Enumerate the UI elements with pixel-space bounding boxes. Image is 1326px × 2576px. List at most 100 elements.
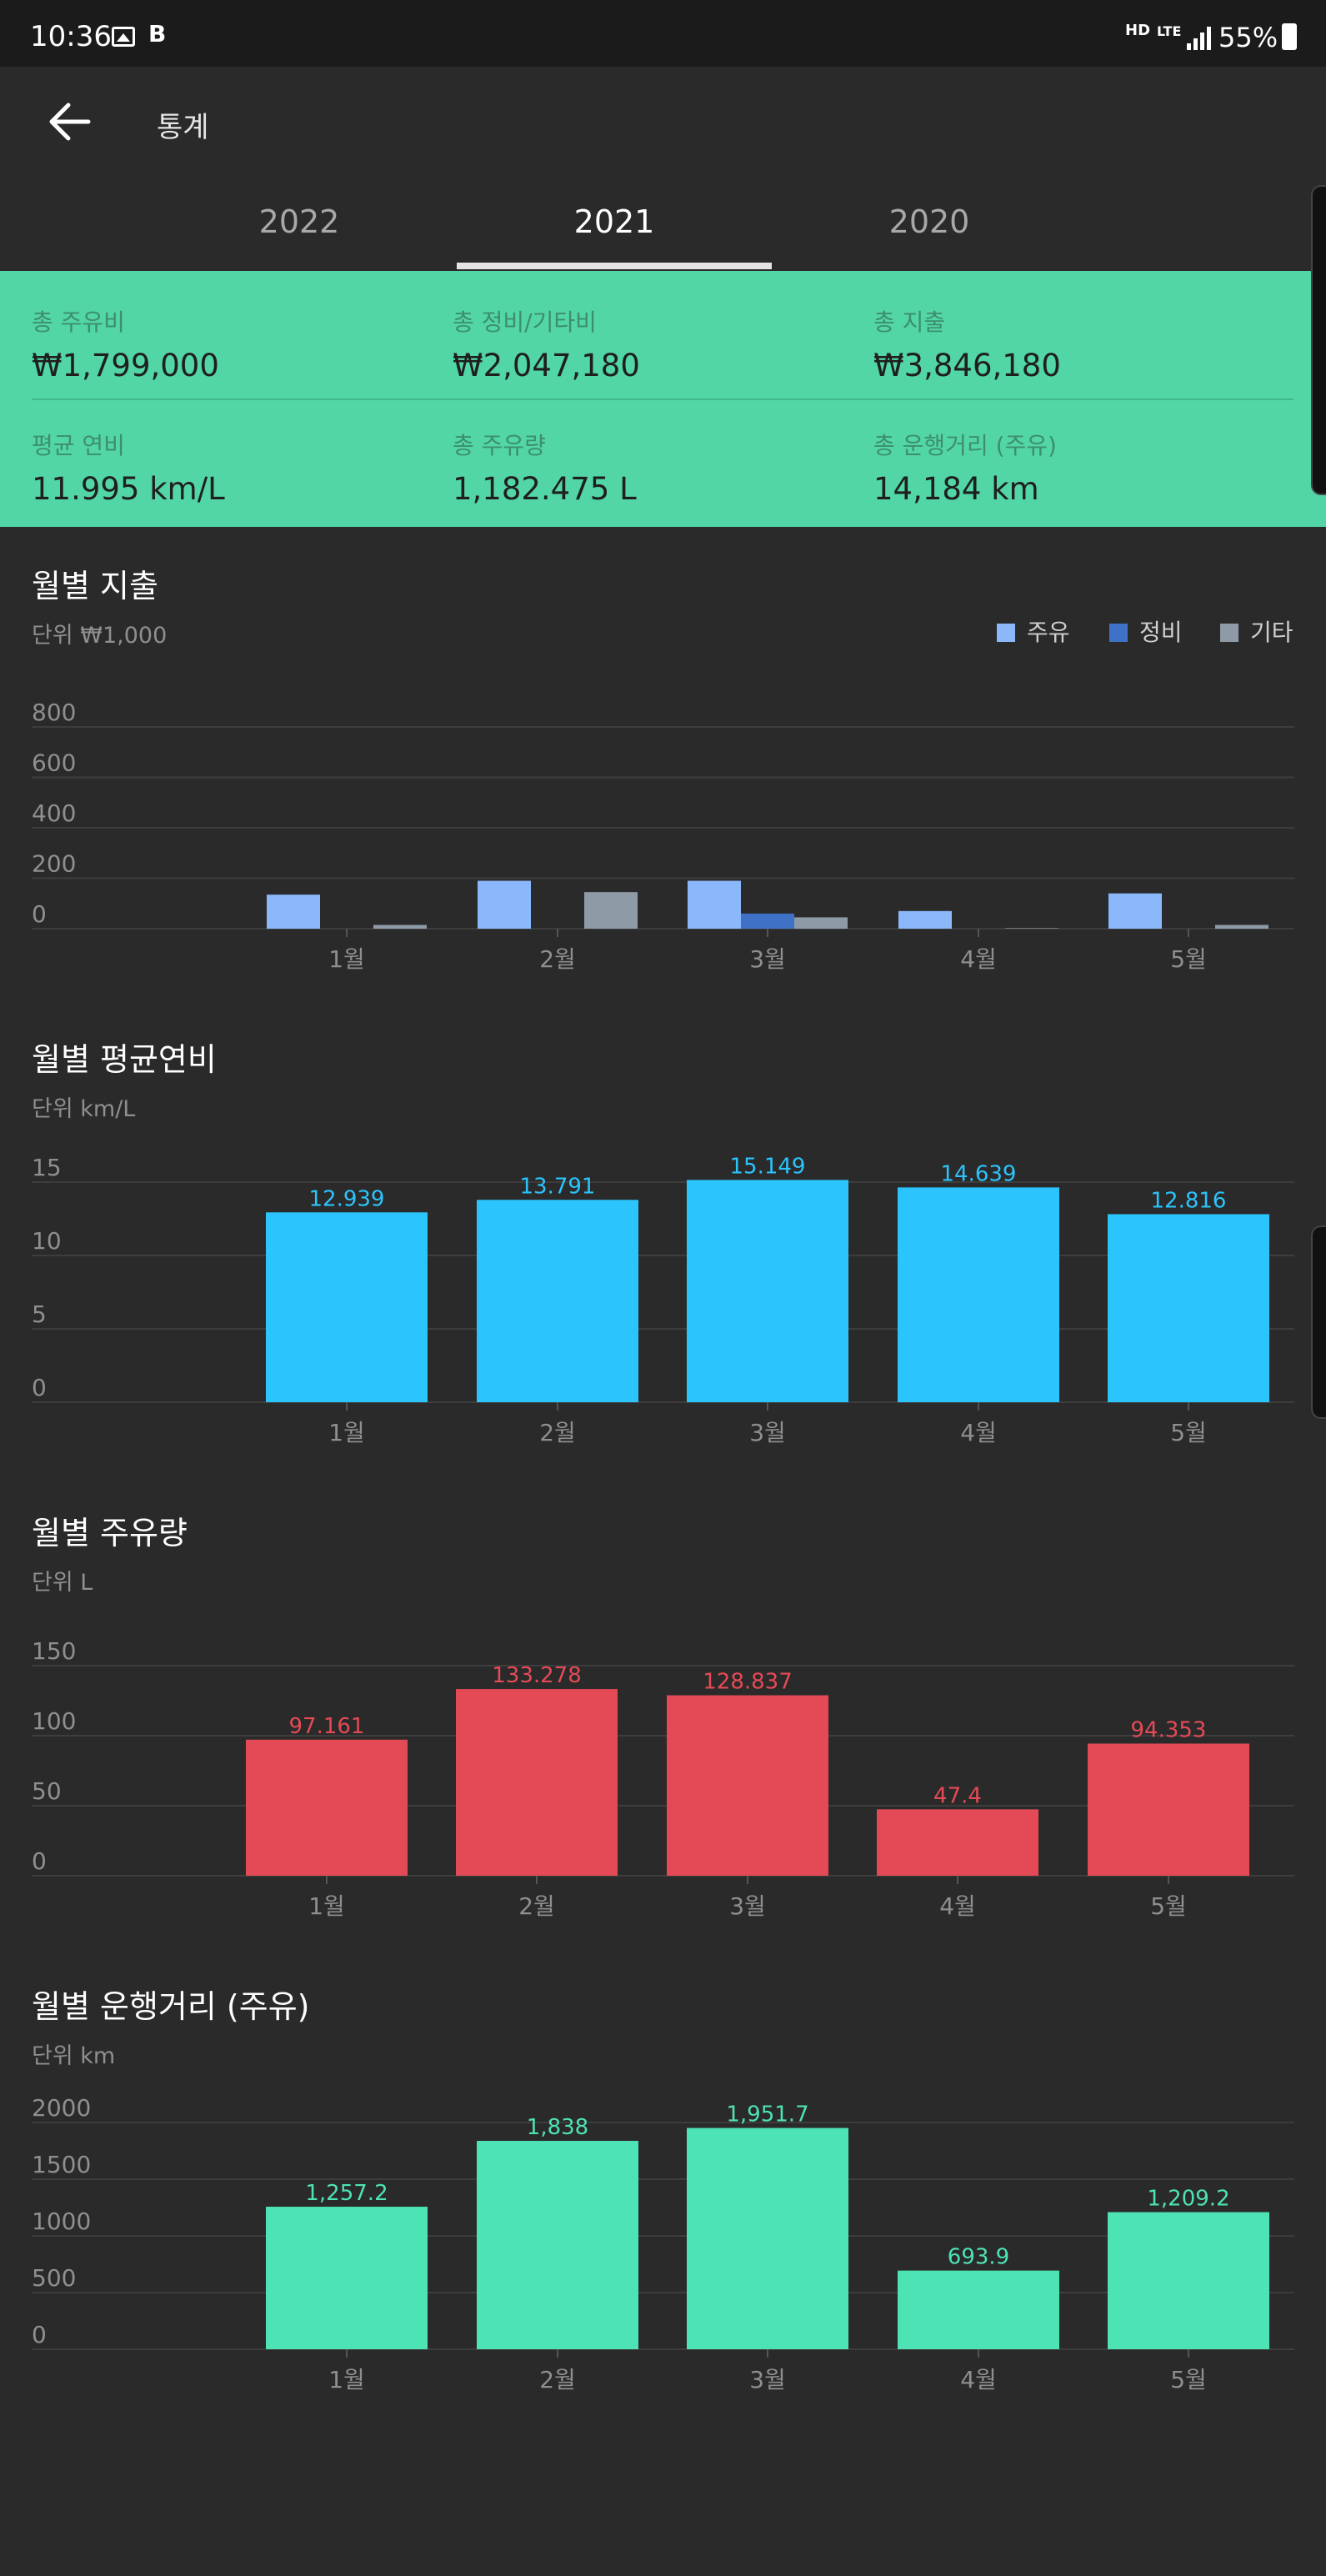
x-tick-label: 5월 [1170,2366,1207,2393]
section-unit: 단위 km/L [32,1096,136,1122]
y-tick-label: 0 [32,900,47,928]
battery-percent: 55% [1218,22,1278,53]
tab-2020[interactable]: 2020 [888,203,970,240]
section-title: 월별 지출 [32,568,158,604]
x-tick-label: 1월 [308,1892,345,1920]
y-tick-label: 0 [32,2321,47,2348]
x-tick-label: 2월 [539,945,576,973]
average-efficiency: 평균 연비 11.995 km/L [32,428,432,507]
section-title: 월별 평균연비 [32,1041,217,1078]
x-tick-label: 1월 [328,1419,365,1446]
legend-item: 정비 [1109,614,1183,648]
y-tick-label: 50 [32,1777,62,1805]
data-label: 12.816 [1151,1188,1227,1213]
bar-2 [373,925,427,929]
total-fuel-amount-value: 1,182.475 L [453,471,637,507]
y-tick-label: 400 [32,799,76,827]
data-label: 128.837 [703,1670,793,1695]
bar [1108,2212,1269,2349]
page-title: 통계 [157,111,209,144]
tab-2021[interactable]: 2021 [573,203,655,240]
signal-icon [1187,25,1212,50]
y-tick-label: 200 [32,850,76,878]
section-unit: 단위 ₩1,000 [32,623,168,649]
bar [667,1695,828,1876]
bar-1 [741,913,794,929]
edge-panel-handle[interactable] [1311,185,1326,495]
total-fuel-cost: 총 주유비 ₩1,799,000 [32,304,432,383]
toolbar: 통계 [0,67,1326,175]
y-tick-label: 15 [32,1154,62,1181]
tab-2022[interactable]: 2022 [258,203,340,240]
data-label: 1,951.7 [726,2102,808,2127]
total-expense: 총 지출 ₩3,846,180 [873,304,1273,383]
summary-panel: 총 주유비 ₩1,799,000 총 정비/기타비 ₩2,047,180 총 지… [0,271,1326,527]
x-tick-label: 4월 [960,2366,997,2393]
battery-icon [1282,23,1297,50]
total-expense-value: ₩3,846,180 [873,348,1061,383]
app-notification-icon: B [148,20,167,48]
data-label: 13.791 [520,1174,596,1199]
y-tick-label: 0 [32,1847,47,1875]
x-tick-label: 2월 [539,1419,576,1446]
y-tick-label: 1500 [32,2151,91,2178]
x-tick-label: 5월 [1170,945,1207,973]
x-tick-label: 3월 [749,945,786,973]
summary-divider [32,398,1293,400]
total-distance-value: 14,184 km [873,471,1039,507]
bar-2 [794,917,848,929]
arrow-left-icon[interactable] [47,100,93,143]
status-time: 10:36 [30,20,112,53]
x-tick-label: 4월 [960,945,997,973]
bar [898,2270,1059,2349]
total-fuel-amount-label: 총 주유량 [453,432,546,459]
edge-panel-handle[interactable] [1311,1225,1326,1419]
x-tick-label: 1월 [328,945,365,973]
y-tick-label: 500 [32,2264,76,2292]
y-tick-label: 2000 [32,2094,91,2122]
bar-2 [1215,925,1268,929]
y-tick-label: 100 [32,1707,76,1735]
bar [687,2127,848,2349]
bar-0 [898,910,952,929]
data-label: 14.639 [941,1161,1017,1186]
bar-0 [267,895,320,929]
year-tabs: 2022 2021 2020 [0,175,1326,271]
bar [456,1689,618,1876]
section-title: 월별 주유량 [32,1515,188,1551]
bar-2 [1005,928,1058,929]
total-distance-label: 총 운행거리 (주유) [873,432,1057,459]
bar [266,2207,428,2349]
section-unit: 단위 km [32,2043,116,2069]
monthly-efficiency-chart: 0 5 10 15 1월 2월 3월 4월 5월 12.939 13.791 15.149 14.639… [32,1154,1294,1446]
data-label: 47.4 [933,1783,982,1808]
y-tick-label: 5 [32,1301,47,1328]
y-tick-label: 600 [32,749,76,777]
legend-item: 주유 [997,614,1070,648]
total-maintenance-cost-label: 총 정비/기타비 [453,308,597,336]
bar [246,1739,408,1876]
gallery-notification-icon [112,27,135,47]
data-label: 94.353 [1131,1717,1207,1742]
data-label: 693.9 [948,2245,1009,2270]
y-tick-label: 1000 [32,2208,91,2235]
lte-icon: LTE [1157,23,1182,39]
x-tick-label: 3월 [749,2366,786,2393]
monthly-expense-chart: 0 200 400 600 800 1월 2월 3월 4월 5월 [32,699,1294,973]
total-maintenance-cost-value: ₩2,047,180 [453,348,640,383]
hd-voice-icon: HD [1125,22,1151,39]
y-tick-label: 10 [32,1227,62,1255]
x-tick-label: 5월 [1170,1419,1207,1446]
monthly-fuel-chart: 0 50 100 150 1월 2월 3월 4월 5월 97.161 133.278 128.837 4… [32,1637,1294,1920]
x-tick-label: 2월 [539,2366,576,2393]
x-tick-label: 1월 [328,2366,365,2393]
bar [477,2141,638,2349]
bar [1108,1214,1269,1402]
monthly-distance-chart: 0 500 1000 1500 2000 1월 2월 3월 4월 5월 1,257.2 1,838 1,… [32,2094,1294,2393]
total-distance: 총 운행거리 (주유) 14,184 km [873,428,1273,507]
data-label: 12.939 [309,1186,385,1211]
bar [1088,1743,1249,1876]
x-tick-label: 2월 [518,1892,555,1920]
x-tick-label: 3월 [729,1892,766,1920]
y-tick-label: 0 [32,1374,47,1401]
